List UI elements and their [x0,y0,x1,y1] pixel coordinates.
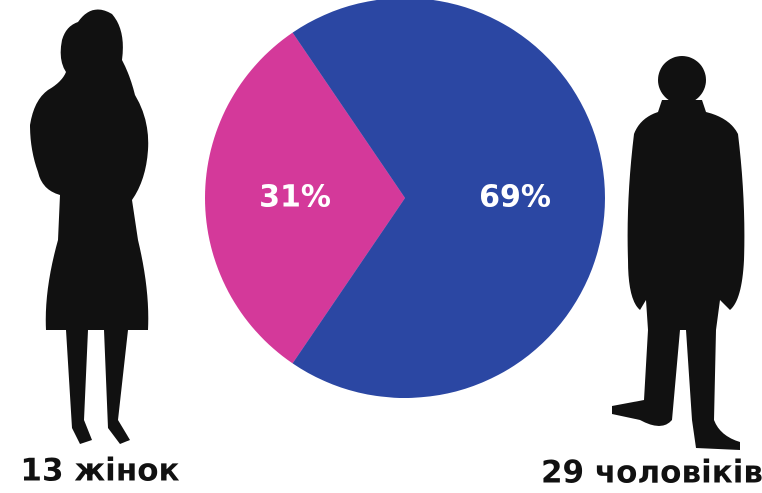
woman-silhouette [30,10,148,445]
value-label: 31% [259,180,331,215]
man-silhouette [612,56,744,450]
chart: 31% 69% 13 жінок 29 чоловіків [0,0,762,493]
pie: 31% 69% [205,0,605,398]
category-label: 29 чоловіків [541,455,762,491]
value-label: 69% [479,180,551,215]
category-label: 13 жінок [20,453,179,489]
